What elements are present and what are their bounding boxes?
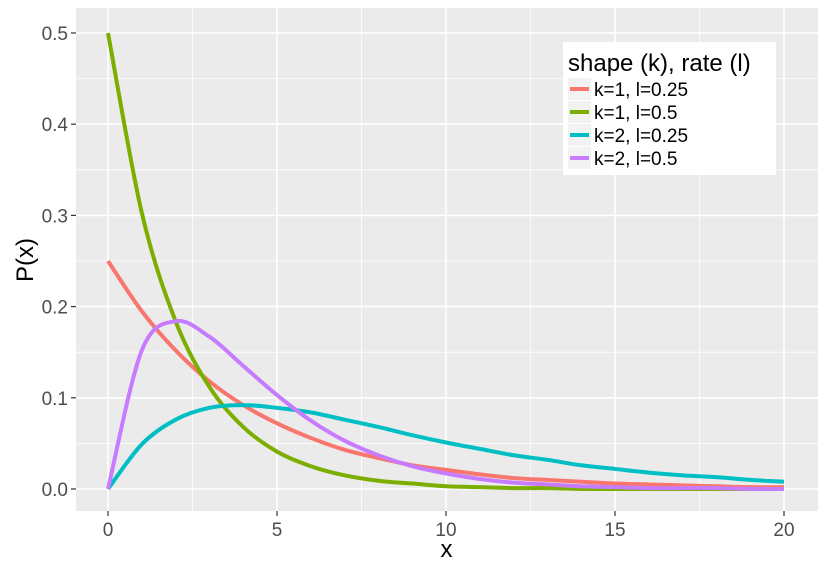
x-axis-title: x <box>441 536 453 563</box>
y-tick-label: 0.3 <box>42 206 68 227</box>
legend-background <box>563 42 776 175</box>
legend-title: shape (k), rate (l) <box>568 50 751 77</box>
series-line-k-1-l-0-25 <box>106 259 785 490</box>
legend-label: k=1, l=0.25 <box>594 80 688 101</box>
x-tick-label: 10 <box>435 520 456 541</box>
x-tick-label: 15 <box>604 520 625 541</box>
legend: shape (k), rate (l) k=1, l=0.25k=1, l=0.… <box>563 42 776 175</box>
y-axis: 0.0 0.1 0.2 0.3 0.4 0.5 <box>42 24 76 501</box>
y-tick-label: 0.4 <box>42 115 69 136</box>
legend-label: k=2, l=0.25 <box>594 126 688 147</box>
x-axis: 0 5 10 15 20 <box>103 511 795 541</box>
legend-label: k=2, l=0.5 <box>594 149 677 170</box>
series-line-k-2-l-0-5 <box>106 318 785 492</box>
y-tick-label: 0.2 <box>42 298 68 319</box>
series-line-k-2-l-0-25 <box>106 403 785 491</box>
y-tick-label: 0.5 <box>42 24 68 45</box>
legend-label: k=1, l=0.5 <box>594 103 677 124</box>
series-layer <box>106 32 785 492</box>
y-tick-label: 0.0 <box>42 480 68 501</box>
y-axis-title: P(x) <box>12 238 39 282</box>
y-tick-label: 0.1 <box>42 389 68 410</box>
x-tick-label: 5 <box>272 520 283 541</box>
x-tick-label: 20 <box>773 520 794 541</box>
x-tick-label: 0 <box>103 520 114 541</box>
legend-items: k=1, l=0.25k=1, l=0.5k=2, l=0.25k=2, l=0… <box>568 78 688 170</box>
